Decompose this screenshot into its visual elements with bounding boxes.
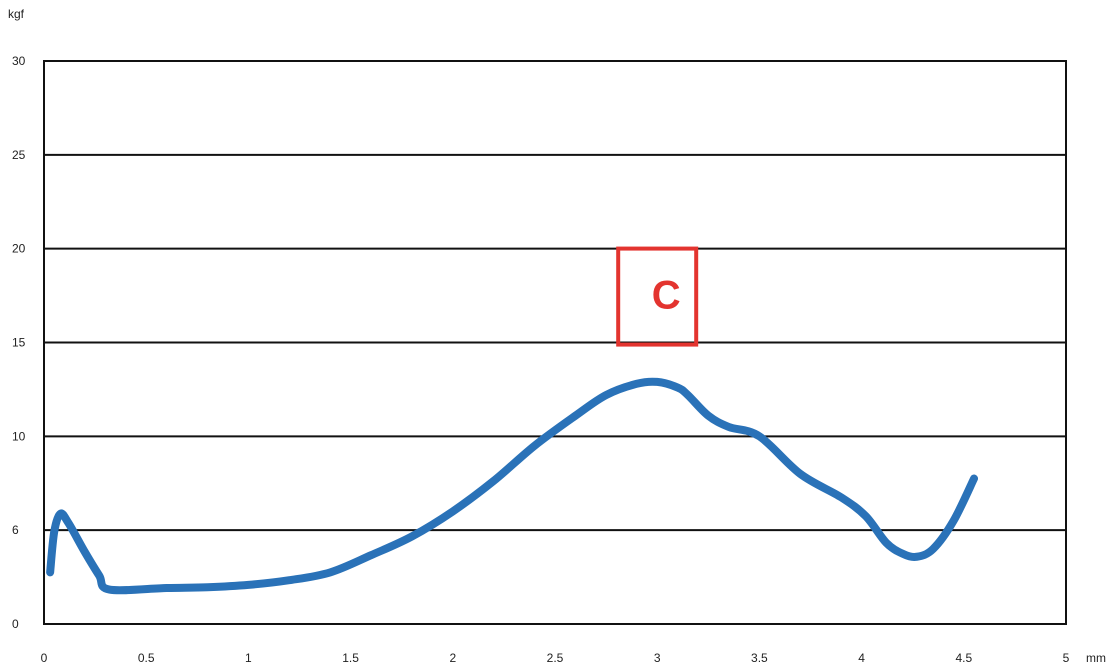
annotation-frame	[616, 246, 699, 347]
y-tick-label: 30	[12, 54, 26, 68]
y-axis-ticks: 0 6 10 15 20 25 30	[12, 54, 26, 631]
y-tick-label: 20	[12, 242, 26, 256]
x-tick-label: 5	[1063, 651, 1070, 664]
x-tick-label: 0.5	[138, 651, 155, 664]
y-tick-label: 0	[12, 617, 19, 631]
y-axis-label: kgf	[8, 7, 25, 21]
y-tick-label: 15	[12, 336, 26, 350]
x-tick-label: 1	[245, 651, 252, 664]
x-tick-label: 2	[449, 651, 456, 664]
x-tick-label: 4	[858, 651, 865, 664]
plot-frame	[43, 60, 1067, 625]
x-tick-label: 0	[41, 651, 48, 664]
x-tick-label: 1.5	[342, 651, 359, 664]
x-axis-label: mm	[1086, 651, 1106, 664]
y-tick-label: 10	[12, 429, 26, 443]
x-tick-label: 2.5	[547, 651, 564, 664]
x-axis-ticks: 0 0.5 1 1.5 2 2.5 3 3.5 4 4.5 5	[41, 651, 1070, 664]
y-tick-label: 25	[12, 148, 26, 162]
gridlines	[44, 153, 1066, 532]
y-tick-label: 6	[12, 523, 19, 537]
x-tick-label: 3	[654, 651, 661, 664]
series-line	[46, 377, 979, 595]
series-layer	[46, 377, 979, 595]
annotation-box: C	[616, 246, 699, 347]
annotation-label: C	[652, 274, 681, 318]
x-tick-label: 4.5	[955, 651, 972, 664]
x-tick-label: 3.5	[751, 651, 768, 664]
